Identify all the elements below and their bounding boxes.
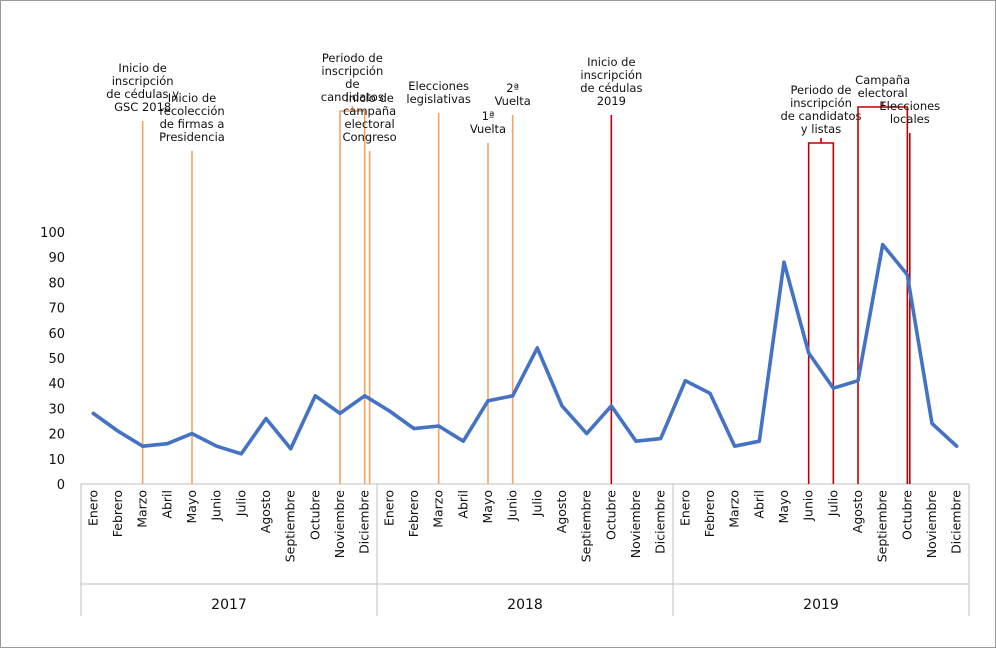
event-annotation-line: de cédulas xyxy=(580,81,642,95)
x-tick-label: Agosto xyxy=(850,490,865,533)
x-tick-label: Enero xyxy=(677,490,692,526)
x-tick-label: Marzo xyxy=(727,490,742,528)
y-tick-label: 100 xyxy=(40,226,65,241)
year-label: 2017 xyxy=(211,597,247,613)
event-annotation-line: de xyxy=(345,77,359,91)
x-tick-label: Junio xyxy=(209,490,224,522)
event-annotation-line: 2019 xyxy=(597,94,626,108)
event-annotation-line: Inicio de xyxy=(168,91,216,105)
event-annotation-line: Vuelta xyxy=(470,122,506,136)
event-annotation-line: inscripción xyxy=(790,96,852,110)
event-annotation-line: Elecciones xyxy=(408,79,469,93)
x-tick-label: Febrero xyxy=(406,490,421,537)
x-tick-label: Noviembre xyxy=(628,490,643,559)
event-range xyxy=(858,107,907,484)
chart-axes: 0 10 20 30 40 50 60 70 80 90 100 Enero Febrero Marzo A… xyxy=(40,226,969,616)
event-annotation-line: electoral xyxy=(858,86,908,100)
x-tick-label: Diciembre xyxy=(357,490,372,554)
event-annotation-line: campaña xyxy=(343,104,396,118)
x-tick-label: Abril xyxy=(455,490,470,519)
event-annotation-line: Inicio de xyxy=(118,61,166,75)
x-tick-label: Agosto xyxy=(554,490,569,533)
x-tick-label: Mayo xyxy=(184,490,199,524)
event-annotation-line: de candidatos xyxy=(780,109,861,123)
y-tick-label: 40 xyxy=(48,377,65,392)
x-tick-label: Mayo xyxy=(480,490,495,524)
x-tick-label: Septiembre xyxy=(283,490,298,563)
data-series xyxy=(93,245,957,454)
x-tick-label: Septiembre xyxy=(579,490,594,563)
x-tick-label: Noviembre xyxy=(332,490,347,559)
x-tick-label: Octubre xyxy=(307,490,322,540)
x-tick-label: Abril xyxy=(159,490,174,519)
y-tick-label: 30 xyxy=(48,402,65,417)
event-annotation-line: electoral xyxy=(345,117,395,131)
event-range xyxy=(809,143,834,484)
event-annotation-line: Congreso xyxy=(342,130,396,144)
year-label: 2018 xyxy=(507,597,543,613)
x-tick-label: Octubre xyxy=(899,490,914,540)
x-tick-label: Agosto xyxy=(258,490,273,533)
event-annotation-line: Elecciones xyxy=(879,99,940,113)
y-tick-label: 90 xyxy=(48,251,65,266)
x-tick-label: Julio xyxy=(233,490,248,517)
x-tick-label: Marzo xyxy=(431,490,446,528)
x-tick-label: Diciembre xyxy=(949,490,964,554)
event-annotation-line: de firmas a xyxy=(160,117,225,131)
event-annotation-line: inscripción xyxy=(580,68,642,82)
event-annotation-line: legislativas xyxy=(406,92,471,106)
event-annotation-line: locales xyxy=(890,112,930,126)
x-tick-label: Enero xyxy=(381,490,396,526)
x-tick-label: Marzo xyxy=(135,490,150,528)
x-tick-label: Julio xyxy=(825,490,840,517)
event-annotation-line: y listas xyxy=(801,122,841,136)
event-annotation-line: Inicio de xyxy=(587,55,635,69)
x-tick-label: Enero xyxy=(85,490,100,526)
event-annotation-line: inscripción xyxy=(321,64,383,78)
event-annotation-line: Periodo de xyxy=(791,83,852,97)
x-tick-label: Abril xyxy=(751,490,766,519)
event-annotation-line: recolección xyxy=(159,104,224,118)
x-tick-label: Junio xyxy=(801,490,816,522)
event-range xyxy=(340,111,365,484)
event-annotation-line: Vuelta xyxy=(495,94,531,108)
x-tick-label: Mayo xyxy=(776,490,791,524)
x-tick-label: Octubre xyxy=(603,490,618,540)
y-tick-label: 0 xyxy=(57,478,65,493)
x-tick-label: Febrero xyxy=(110,490,125,537)
x-tick-label: Febrero xyxy=(702,490,717,537)
event-annotation-line: inscripción xyxy=(112,74,174,88)
event-annotation-line: 2ª xyxy=(506,81,519,95)
series-line xyxy=(93,245,956,454)
x-tick-label: Junio xyxy=(505,490,520,522)
event-annotation-line: Presidencia xyxy=(159,130,225,144)
x-tick-label: Noviembre xyxy=(924,490,939,559)
event-annotation-line: Inicio de xyxy=(345,91,393,105)
x-tick-label: Septiembre xyxy=(875,490,890,563)
y-tick-label: 10 xyxy=(48,453,65,468)
y-tick-label: 60 xyxy=(48,327,65,342)
event-annotation-line: 1ª xyxy=(482,109,495,123)
event-annotation-line: Campaña xyxy=(855,73,910,87)
y-tick-label: 80 xyxy=(48,276,65,291)
y-tick-label: 20 xyxy=(48,428,65,443)
event-annotation-line: Periodo de xyxy=(322,51,383,65)
x-tick-label: Julio xyxy=(529,490,544,517)
y-tick-label: 50 xyxy=(48,352,65,367)
x-tick-label: Diciembre xyxy=(653,490,668,554)
year-label: 2019 xyxy=(803,597,839,613)
y-tick-label: 70 xyxy=(48,302,65,317)
